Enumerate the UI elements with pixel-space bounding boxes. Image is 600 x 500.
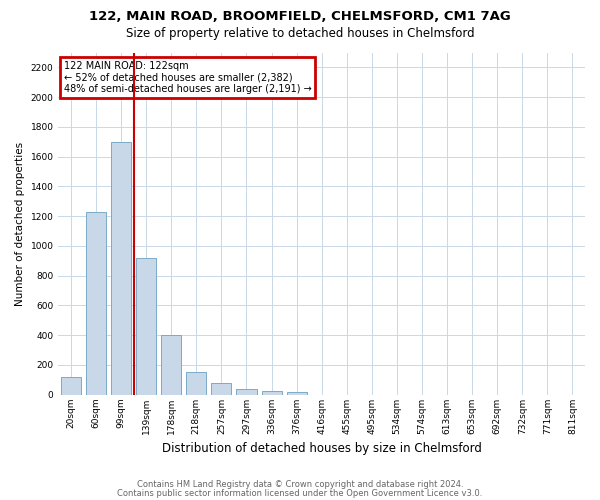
Bar: [111, 142, 131, 394]
Bar: [61, 376, 81, 394]
Text: Contains HM Land Registry data © Crown copyright and database right 2024.: Contains HM Land Registry data © Crown c…: [137, 480, 463, 489]
Bar: [287, 392, 307, 394]
Bar: [211, 384, 232, 394]
Bar: [187, 372, 206, 394]
Text: 122, MAIN ROAD, BROOMFIELD, CHELMSFORD, CM1 7AG: 122, MAIN ROAD, BROOMFIELD, CHELMSFORD, …: [89, 10, 511, 23]
Text: 122 MAIN ROAD: 122sqm
← 52% of detached houses are smaller (2,382)
48% of semi-d: 122 MAIN ROAD: 122sqm ← 52% of detached …: [64, 61, 311, 94]
X-axis label: Distribution of detached houses by size in Chelmsford: Distribution of detached houses by size …: [162, 442, 482, 455]
Bar: [86, 212, 106, 394]
Text: Contains public sector information licensed under the Open Government Licence v3: Contains public sector information licen…: [118, 489, 482, 498]
Bar: [262, 391, 281, 394]
Y-axis label: Number of detached properties: Number of detached properties: [15, 142, 25, 306]
Bar: [136, 258, 156, 394]
Bar: [161, 335, 181, 394]
Bar: [236, 388, 257, 394]
Text: Size of property relative to detached houses in Chelmsford: Size of property relative to detached ho…: [125, 28, 475, 40]
